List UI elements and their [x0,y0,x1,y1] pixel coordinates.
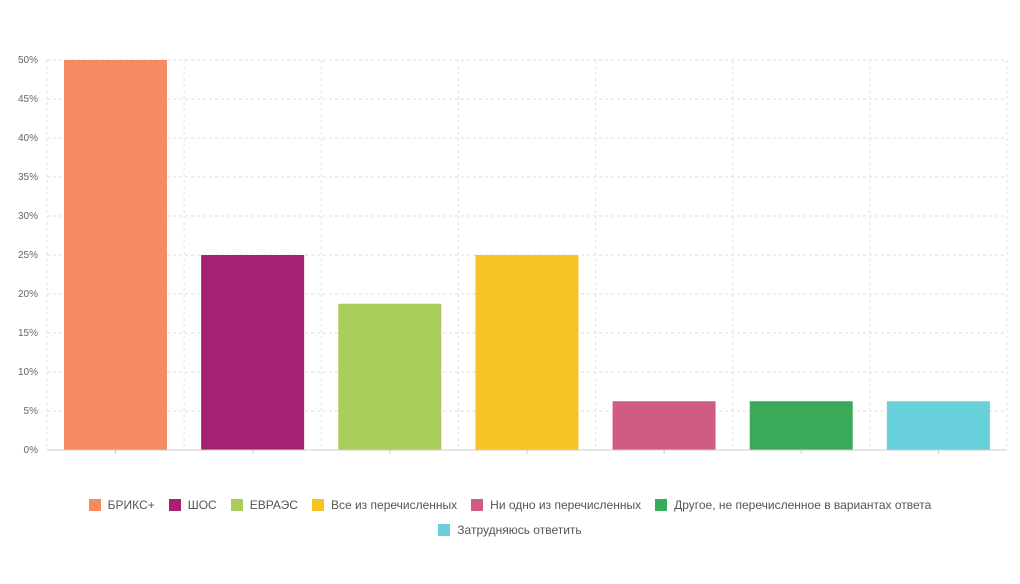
legend-row-2: Затрудняюсь ответить [0,523,1020,537]
y-tick-label: 0% [24,445,39,456]
bar[interactable] [201,255,305,450]
legend-swatch-briks [88,499,101,511]
y-tick-label: 50% [18,55,38,66]
legend-item-evraes[interactable]: ЕВРАЭС [230,498,298,512]
bar[interactable] [886,401,990,450]
legend-item-unsure[interactable]: Затрудняюсь ответить [438,523,582,537]
legend-label-unsure: Затрудняюсь ответить [457,523,582,537]
legend-label-briks: БРИКС+ [107,498,155,512]
bar[interactable] [612,401,716,450]
y-tick-label: 20% [18,289,38,300]
y-tick-label: 35% [18,172,38,183]
bar[interactable] [475,255,579,450]
y-axis-ticks: 0% 5% 10% 15% 20% 25% 30% 35% 40% 45% 50% [18,55,939,456]
legend-item-other[interactable]: Другое, не перечисленное в вариантах отв… [655,498,931,512]
legend-swatch-evraes [230,499,243,511]
legend-item-shos[interactable]: ШОС [168,498,217,512]
legend-label-none: Ни одно из перечисленных [490,498,642,512]
y-tick-label: 30% [18,211,38,222]
legend-item-briks[interactable]: БРИКС+ [88,498,155,512]
bar[interactable] [338,303,442,450]
legend: БРИКС+ ШОС ЕВРАЭС Все из перечисленных Н… [0,498,1020,512]
y-tick-label: 15% [18,328,38,339]
bar[interactable] [749,401,853,450]
y-tick-label: 10% [18,367,38,378]
y-tick-label: 40% [18,133,38,144]
legend-label-evraes: ЕВРАЭС [249,498,298,512]
legend-item-none[interactable]: Ни одно из перечисленных [471,498,641,512]
legend-label-shos: ШОС [187,498,217,512]
legend-label-all: Все из перечисленных [330,498,458,512]
bars [64,60,990,450]
y-tick-label: 25% [18,250,38,261]
legend-swatch-other [655,499,668,511]
y-tick-label: 45% [18,94,38,105]
y-tick-label: 5% [24,406,39,417]
legend-item-all[interactable]: Все из перечисленных [311,498,458,512]
legend-swatch-all [311,499,324,511]
bar-chart: 0% 5% 10% 15% 20% 25% 30% 35% 40% 45% 50% [18,55,1008,456]
bar[interactable] [64,60,167,450]
legend-swatch-shos [168,499,181,511]
legend-label-other: Другое, не перечисленное в вариантах отв… [674,498,932,512]
legend-swatch-unsure [438,524,451,536]
legend-swatch-none [471,499,484,511]
